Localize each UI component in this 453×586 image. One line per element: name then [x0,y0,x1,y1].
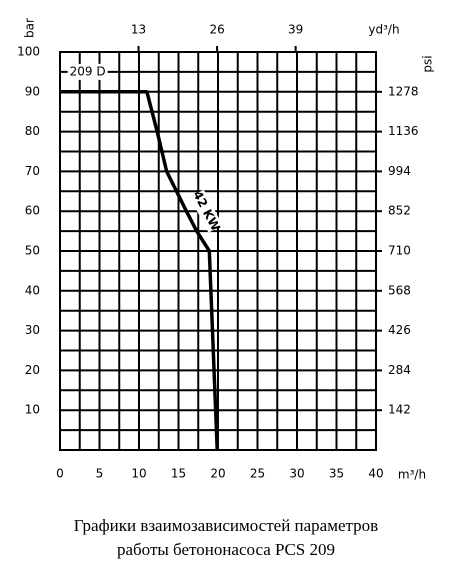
y-tick-label: 90 [25,84,40,98]
y2-tick-label: 710 [388,244,411,258]
annotation: 209 D [70,64,106,78]
plot-frame [59,51,377,451]
y2-tick-label: 426 [388,323,411,337]
x2-axis-label: yd³/h [368,23,399,37]
y-tick-label: 40 [25,283,40,297]
y-tick-label: 10 [25,403,40,417]
x2-tick-label: 39 [288,23,303,37]
x-tick-label: 5 [96,467,104,481]
x-axis-label: m³/h [398,468,426,482]
x2-tick-label: 26 [209,23,224,37]
x-tick-label: 30 [289,467,304,481]
y-tick-label: 20 [25,363,40,377]
caption-line: Графики взаимозависимостей параметров [74,516,378,535]
x-tick-label: 15 [171,467,186,481]
annotation-bg [189,189,223,233]
x-tick-label: 35 [329,467,344,481]
y-tick-label: 80 [25,124,40,138]
y2-axis-label: psi [421,55,435,72]
series-line [60,90,219,451]
y2-tick-label: 1278 [388,84,419,98]
y2-tick-label: 568 [388,283,411,297]
y2-tick-label: 1136 [388,124,419,138]
y-axis-label: bar [23,18,37,38]
x-tick-label: 40 [368,467,383,481]
y-tick-label: 70 [25,164,40,178]
x-tick-label: 10 [131,467,146,481]
x-tick-label: 25 [250,467,265,481]
annotation-bg [67,63,108,80]
x-tick-label: 20 [210,467,225,481]
y-tick-label: 30 [25,323,40,337]
y2-tick-label: 852 [388,204,411,218]
y2-tick-label: 142 [388,403,411,417]
y-tick-label: 100 [17,45,40,59]
caption-line: работы бетононасоса PCS 209 [117,540,335,559]
x2-tick-label: 13 [131,23,146,37]
y2-tick-label: 994 [388,164,411,178]
x-tick-label: 0 [56,467,64,481]
y2-tick-label: 284 [388,363,411,377]
y-tick-label: 50 [25,244,40,258]
y-tick-label: 60 [25,204,40,218]
